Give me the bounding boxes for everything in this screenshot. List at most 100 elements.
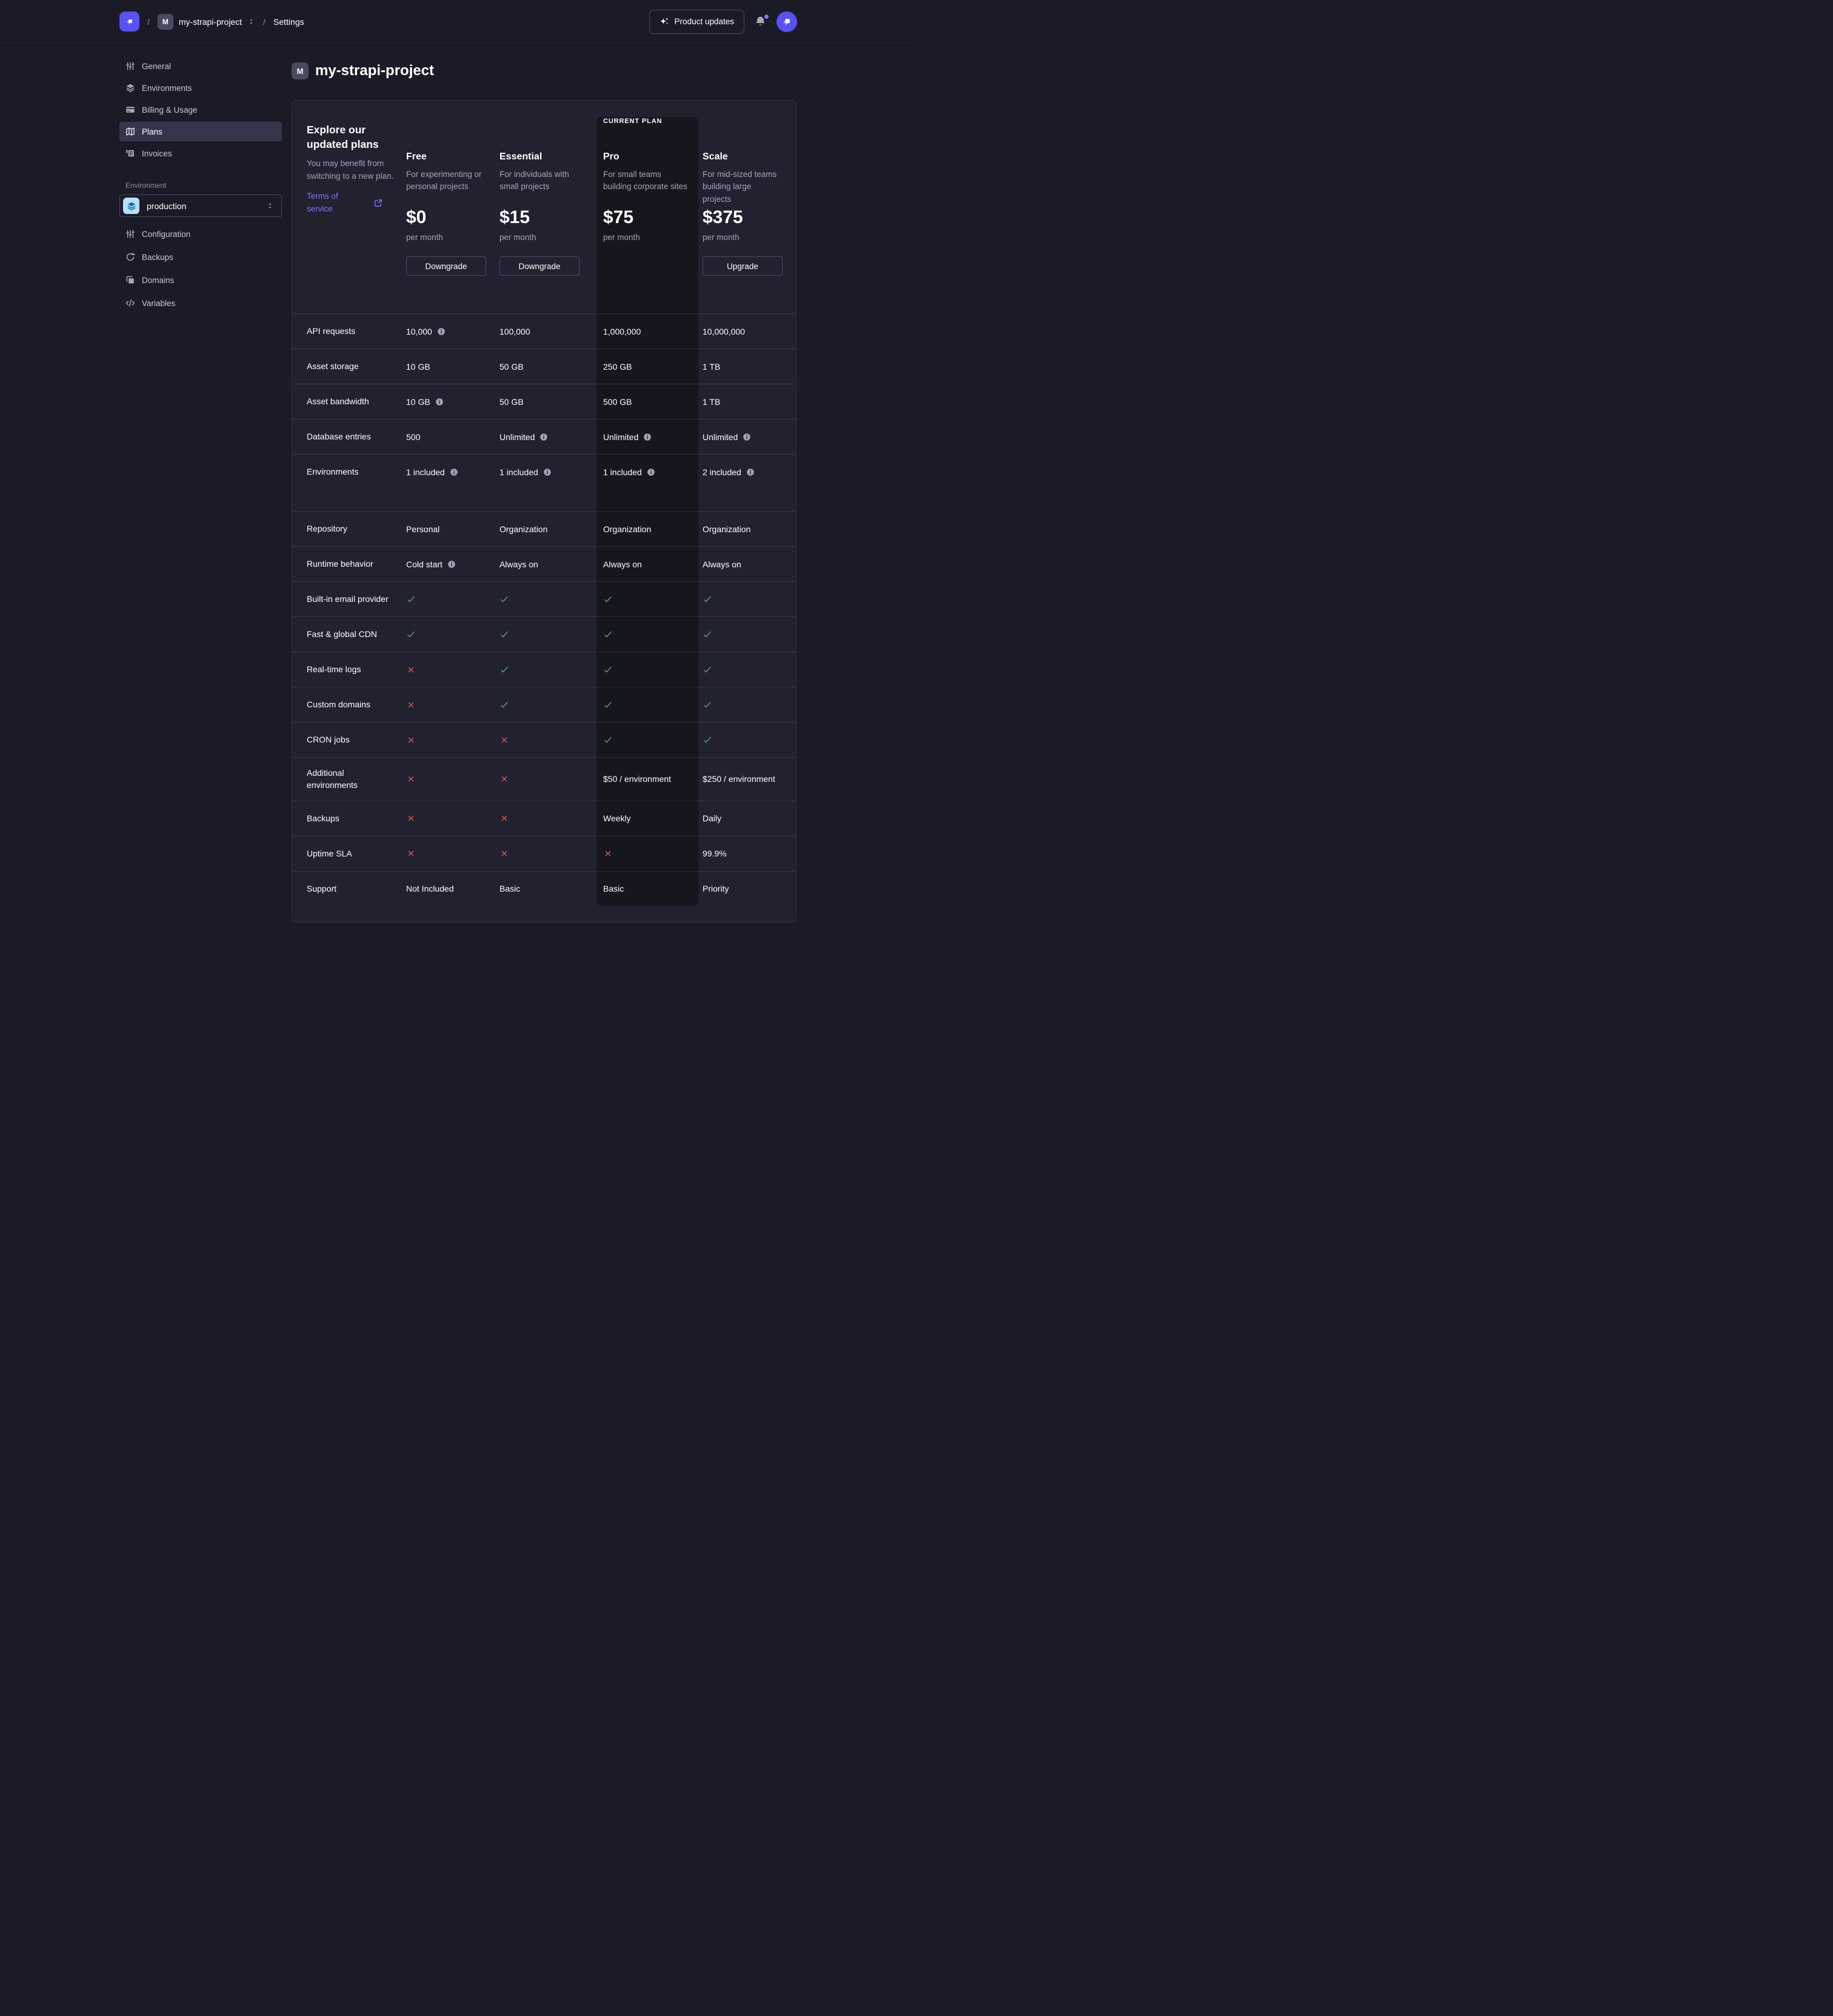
invoice-icon xyxy=(125,149,135,158)
sidebar-item-billing-usage[interactable]: Billing & Usage xyxy=(119,100,282,119)
cross-icon xyxy=(499,849,509,858)
feature-value: Weekly xyxy=(603,813,631,824)
breadcrumb-separator: / xyxy=(147,16,150,27)
feature-cell: Basic xyxy=(603,884,703,893)
cross-icon xyxy=(406,735,416,745)
product-updates-button[interactable]: Product updates xyxy=(649,9,744,34)
feature-row-backups: Backups Weekly Daily xyxy=(292,800,796,836)
feature-cell: 1 TB xyxy=(703,362,781,372)
feature-cell xyxy=(406,630,499,639)
feature-cell: 10 GB xyxy=(406,397,499,407)
feature-label: Runtime behavior xyxy=(307,559,373,569)
info-icon[interactable] xyxy=(746,468,755,476)
feature-label: Repository xyxy=(307,524,347,534)
sidebar-item-backups[interactable]: Backups xyxy=(119,247,282,267)
downgrade-essential-button[interactable]: Downgrade xyxy=(499,256,579,276)
plan-description: For small teams building corporate sites xyxy=(603,170,687,192)
feature-cell: $250 / environment xyxy=(703,774,781,784)
sidebar-item-general[interactable]: General xyxy=(119,56,282,76)
info-icon[interactable] xyxy=(743,433,751,441)
feature-value: 10 GB xyxy=(406,361,430,372)
sidebar-item-label: Invoices xyxy=(142,149,172,158)
sparkles-icon xyxy=(659,17,669,27)
feature-value: Daily xyxy=(703,813,722,824)
feature-value: 1 included xyxy=(603,467,642,477)
feature-value: Always on xyxy=(603,559,642,569)
feature-cell xyxy=(499,595,603,604)
features-table: API requests 10,000 100,000 1,000,000 10,000… xyxy=(292,313,796,906)
feature-value: Unlimited xyxy=(703,432,738,442)
downgrade-free-button[interactable]: Downgrade xyxy=(406,256,486,276)
sidebar-item-label: Domains xyxy=(142,275,175,285)
upgrade-scale-button[interactable]: Upgrade xyxy=(703,256,783,276)
sidebar-item-domains[interactable]: Domains xyxy=(119,270,282,290)
info-icon[interactable] xyxy=(437,327,446,336)
sidebar-item-configuration[interactable]: Configuration xyxy=(119,224,282,244)
user-avatar[interactable] xyxy=(776,11,797,32)
feature-label: API requests xyxy=(307,326,356,336)
check-icon xyxy=(703,700,712,710)
info-icon[interactable] xyxy=(543,468,552,476)
notifications-button[interactable] xyxy=(755,15,769,27)
feature-value: 10,000,000 xyxy=(703,326,746,336)
feature-cell xyxy=(499,735,603,745)
feature-label: Database entries xyxy=(307,432,371,442)
breadcrumb-project-switcher[interactable]: M my-strapi-project xyxy=(157,13,255,30)
feature-value: 1 TB xyxy=(703,396,721,407)
feature-cell: 250 GB xyxy=(603,362,703,372)
check-icon xyxy=(406,595,416,604)
feature-cell xyxy=(603,735,703,745)
sidebar-item-label: Plans xyxy=(142,127,162,136)
sidebar-item-label: Variables xyxy=(142,298,176,308)
feature-value: Unlimited xyxy=(499,432,535,442)
info-icon[interactable] xyxy=(435,398,444,406)
feature-label: Custom domains xyxy=(307,699,371,710)
info-icon[interactable] xyxy=(647,468,655,476)
feature-cell: Organization xyxy=(603,524,703,534)
sidebar-item-variables[interactable]: Variables xyxy=(119,293,282,313)
plan-description: For mid-sized teams building large proje… xyxy=(703,170,777,204)
feature-cell xyxy=(406,849,499,858)
feature-label: Uptime SLA xyxy=(307,848,352,858)
environment-select[interactable]: production xyxy=(119,195,282,217)
info-icon[interactable] xyxy=(539,433,548,441)
feature-cell xyxy=(406,700,499,710)
feature-cell: $50 / environment xyxy=(603,774,703,784)
feature-cell: 10,000 xyxy=(406,327,499,336)
feature-cell: 1 included xyxy=(499,467,603,477)
feature-cell: Unlimited xyxy=(703,432,781,442)
sidebar-item-environments[interactable]: Environments xyxy=(119,78,282,98)
feature-cell xyxy=(703,700,781,710)
sidebar: General Environments Billing & Usage Pla… xyxy=(119,43,282,923)
layers-icon xyxy=(125,83,135,93)
feature-cell xyxy=(703,630,781,639)
terms-of-service-link[interactable]: Terms of service xyxy=(307,192,338,214)
check-icon xyxy=(603,630,613,639)
feature-cell: 2 included xyxy=(703,467,781,477)
feature-value: 50 GB xyxy=(499,396,524,407)
sliders-icon xyxy=(125,61,135,71)
credit-card-icon xyxy=(125,105,135,115)
strapi-logo[interactable] xyxy=(119,12,139,32)
feature-row-additional-environments: Additional environments $50 / environment… xyxy=(292,757,796,801)
feature-cell xyxy=(603,595,703,604)
sidebar-item-plans[interactable]: Plans xyxy=(119,122,282,141)
cross-icon xyxy=(406,665,416,675)
sidebar-item-label: Backups xyxy=(142,252,173,262)
page-title: my-strapi-project xyxy=(315,62,435,79)
info-icon[interactable] xyxy=(643,433,652,441)
sidebar-item-label: Configuration xyxy=(142,229,191,239)
feature-value: Organization xyxy=(703,524,751,534)
feature-cell: 1,000,000 xyxy=(603,327,703,336)
plan-period: per month xyxy=(603,233,640,242)
sidebar-item-invoices[interactable]: Invoices xyxy=(119,144,282,163)
strapi-avatar-icon xyxy=(781,16,793,28)
sidebar-environment-nav: Configuration Backups Domains Variables xyxy=(119,224,282,313)
info-icon[interactable] xyxy=(447,560,456,569)
feature-value: 10,000 xyxy=(406,326,432,336)
plan-period: per month xyxy=(406,233,443,242)
breadcrumb-separator: / xyxy=(263,16,266,27)
feature-row-asset-bandwidth: Asset bandwidth 10 GB 50 GB 500 GB 1 TB xyxy=(292,384,796,419)
info-icon[interactable] xyxy=(450,468,458,476)
plans-heading: Explore our updated plans xyxy=(307,124,379,151)
